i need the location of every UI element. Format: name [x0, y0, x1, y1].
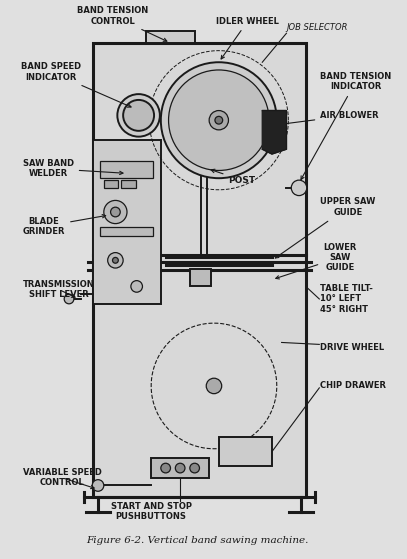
- Bar: [190, 269, 211, 286]
- Circle shape: [168, 70, 269, 170]
- Circle shape: [161, 62, 277, 178]
- Bar: [219, 437, 272, 466]
- Circle shape: [111, 207, 120, 217]
- Circle shape: [104, 201, 127, 224]
- Text: UPPER SAW
GUIDE: UPPER SAW GUIDE: [275, 197, 376, 258]
- Text: BAND SPEED
INDICATOR: BAND SPEED INDICATOR: [21, 62, 131, 107]
- Circle shape: [108, 253, 123, 268]
- Bar: [100, 226, 153, 236]
- Text: SAW BAND
WELDER: SAW BAND WELDER: [23, 159, 123, 178]
- Bar: [121, 180, 136, 188]
- Circle shape: [131, 281, 142, 292]
- Text: JOB SELECTOR: JOB SELECTOR: [287, 23, 348, 32]
- Circle shape: [123, 100, 154, 131]
- Circle shape: [206, 378, 222, 394]
- Text: CHIP DRAWER: CHIP DRAWER: [320, 381, 386, 390]
- Text: LOWER
SAW
GUIDE: LOWER SAW GUIDE: [276, 243, 357, 279]
- Text: TRANSMISSION
SHIFT LEVER: TRANSMISSION SHIFT LEVER: [23, 280, 94, 299]
- Text: BLADE
GRINDER: BLADE GRINDER: [23, 215, 106, 236]
- Text: Figure 6-2. Vertical band sawing machine.: Figure 6-2. Vertical band sawing machine…: [86, 536, 309, 545]
- Bar: [93, 43, 306, 497]
- Circle shape: [215, 116, 223, 124]
- Circle shape: [117, 94, 160, 136]
- Bar: [100, 161, 153, 178]
- Circle shape: [209, 111, 228, 130]
- Circle shape: [175, 463, 185, 473]
- Text: POST: POST: [211, 169, 256, 184]
- Circle shape: [161, 463, 171, 473]
- Text: BAND TENSION
CONTROL: BAND TENSION CONTROL: [77, 6, 167, 41]
- Bar: [104, 180, 118, 188]
- Bar: [93, 140, 161, 304]
- Polygon shape: [262, 111, 287, 154]
- Text: IDLER WHEEL: IDLER WHEEL: [217, 17, 279, 59]
- Text: VARIABLE SPEED
CONTROL: VARIABLE SPEED CONTROL: [23, 468, 101, 489]
- Text: DRIVE WHEEL: DRIVE WHEEL: [320, 343, 384, 352]
- Circle shape: [92, 480, 104, 491]
- Circle shape: [112, 258, 118, 263]
- Text: START AND STOP
PUSHBUTTONS: START AND STOP PUSHBUTTONS: [111, 502, 192, 522]
- Bar: [151, 458, 209, 478]
- Circle shape: [190, 463, 199, 473]
- Bar: [147, 31, 195, 43]
- Text: AIR BLOWER: AIR BLOWER: [279, 111, 379, 126]
- Circle shape: [291, 180, 307, 196]
- Text: TABLE TILT-
10° LEFT
45° RIGHT: TABLE TILT- 10° LEFT 45° RIGHT: [320, 284, 373, 314]
- Circle shape: [64, 294, 74, 304]
- Text: BAND TENSION
INDICATOR: BAND TENSION INDICATOR: [301, 72, 392, 179]
